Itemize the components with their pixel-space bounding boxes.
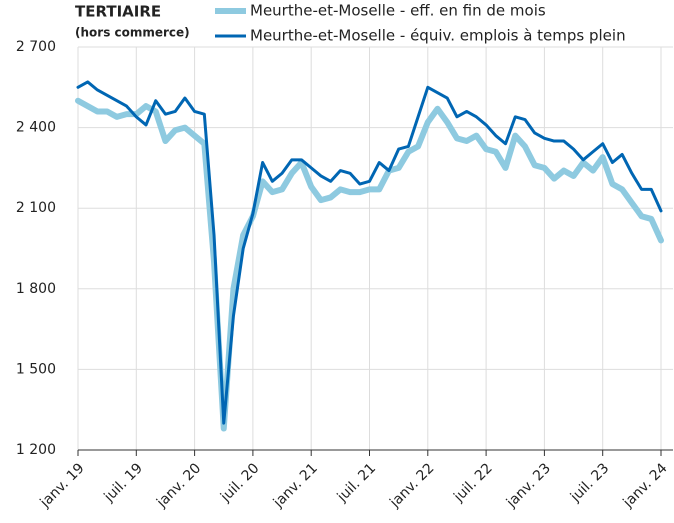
x-tick-label: juil. 23 xyxy=(567,460,612,505)
x-tick-label: janv. 19 xyxy=(37,460,88,511)
chart-title: TERTIAIRE xyxy=(75,3,161,21)
y-tick-label: 1 800 xyxy=(16,281,56,297)
y-tick-label: 1 200 xyxy=(16,442,56,458)
x-tick-label: janv. 24 xyxy=(620,460,671,511)
chart-subtitle: (hors commerce) xyxy=(75,26,190,40)
x-tick-label: janv. 21 xyxy=(270,460,321,511)
y-tick-label: 2 400 xyxy=(16,120,56,136)
x-tick-label: janv. 23 xyxy=(503,460,554,511)
x-tick-label: juil. 21 xyxy=(334,460,379,505)
line xyxy=(76,80,663,425)
x-tick-label: janv. 22 xyxy=(386,460,437,511)
x-tick-label: juil. 20 xyxy=(217,460,262,505)
legend-label: Meurthe-et-Moselle - équiv. emplois à te… xyxy=(250,27,626,45)
legend-label: Meurthe-et-Moselle - eff. en fin de mois xyxy=(250,2,546,20)
y-tick-label: 2 700 xyxy=(16,39,56,55)
line xyxy=(75,97,664,432)
y-tick-label: 2 100 xyxy=(16,200,56,216)
y-tick-label: 1 500 xyxy=(16,361,56,377)
x-tick-label: janv. 20 xyxy=(153,460,204,511)
x-tick-label: juil. 22 xyxy=(450,460,495,505)
x-tick-label: juil. 19 xyxy=(101,460,146,505)
